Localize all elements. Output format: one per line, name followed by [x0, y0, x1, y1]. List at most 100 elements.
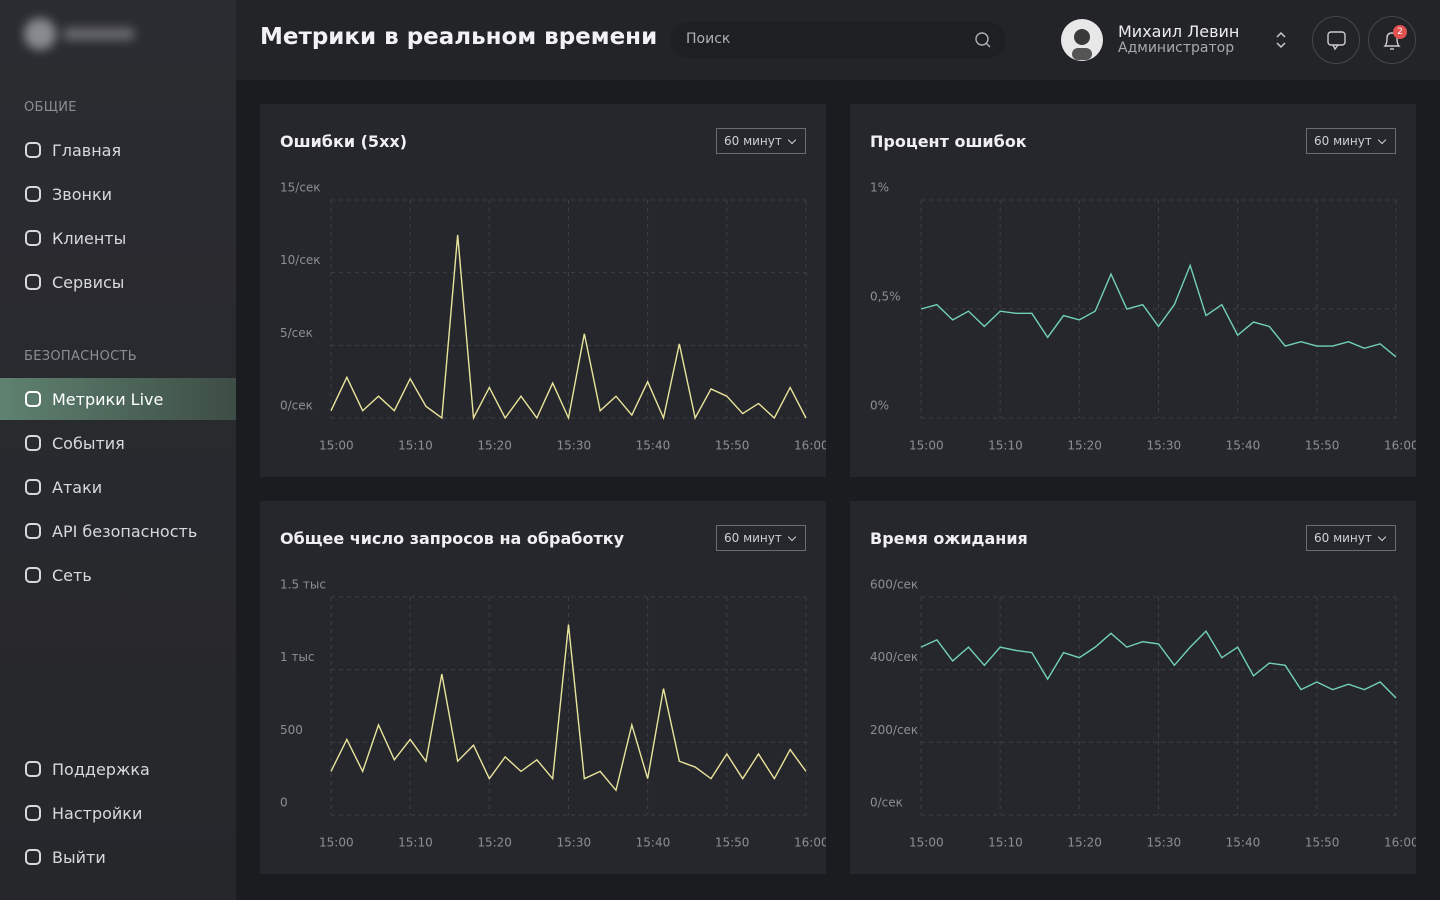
sidebar: ОБЩИЕГлавнаяЗвонкиКлиентыСервисыБЕЗОПАСН… — [0, 0, 236, 900]
chart-title: Ошибки (5xx) — [280, 132, 407, 151]
nav-label: Звонки — [52, 185, 112, 204]
x-tick-label: 15:20 — [477, 836, 512, 850]
nav-label: Сеть — [52, 566, 92, 585]
search-icon — [974, 31, 992, 49]
x-tick-label: 15:10 — [988, 836, 1023, 850]
y-tick-label: 0% — [870, 399, 889, 413]
user-name: Михаил Левин — [1118, 22, 1239, 41]
x-tick-label: 15:20 — [1067, 836, 1102, 850]
nav-item[interactable]: Сервисы — [0, 261, 236, 303]
nav-item[interactable]: API безопасность — [0, 510, 236, 552]
nav-label: Сервисы — [52, 273, 124, 292]
bell-icon — [1369, 17, 1415, 63]
y-tick-label: 500 — [280, 723, 303, 737]
icon-shape — [26, 275, 40, 289]
chart: 0%0,5%1%15:0015:1015:2015:3015:4015:5016… — [850, 104, 1416, 477]
x-tick-label: 15:40 — [636, 439, 671, 453]
y-tick-label: 600/сек — [870, 578, 918, 592]
x-tick-label: 16:00 — [1384, 836, 1416, 850]
y-tick-label: 15/сек — [280, 181, 321, 195]
period-select[interactable]: 60 минут — [1306, 525, 1396, 551]
x-tick-label: 16:00 — [1384, 439, 1416, 453]
user-role: Администратор — [1118, 40, 1234, 56]
chart-card: 0/сек5/сек10/сек15/сек15:0015:1015:2015:… — [260, 104, 826, 477]
nav-icon — [24, 848, 42, 866]
x-tick-label: 15:50 — [1305, 836, 1340, 850]
nav-item[interactable]: События — [0, 422, 236, 464]
avatar[interactable] — [1060, 18, 1104, 62]
icon-shape — [26, 480, 40, 494]
logo — [20, 14, 140, 54]
nav-label: События — [52, 434, 125, 453]
period-select[interactable]: 60 минут — [1306, 128, 1396, 154]
x-tick-label: 15:50 — [715, 836, 750, 850]
search-input[interactable]: Поиск — [670, 22, 1006, 58]
nav-label: Настройки — [52, 804, 142, 823]
icon-shape — [26, 231, 40, 245]
icon-shape — [26, 850, 40, 864]
x-tick-label: 15:30 — [1147, 836, 1182, 850]
chart-card: 0/сек200/сек400/сек600/сек15:0015:1015:2… — [850, 501, 1416, 874]
y-tick-label: 1 тыс — [280, 650, 315, 664]
nav-icon — [24, 273, 42, 291]
nav-label: API безопасность — [52, 522, 197, 541]
data-line — [921, 265, 1396, 357]
nav-item[interactable]: Звонки — [0, 173, 236, 215]
nav-item[interactable]: Метрики Live — [0, 378, 236, 420]
x-tick-label: 15:20 — [1067, 439, 1102, 453]
nav-item[interactable]: Атаки — [0, 466, 236, 508]
nav-item[interactable]: Главная — [0, 129, 236, 171]
x-tick-label: 15:00 — [909, 439, 944, 453]
nav-label: Клиенты — [52, 229, 126, 248]
x-tick-label: 16:00 — [794, 836, 826, 850]
chart-card: 0%0,5%1%15:0015:1015:2015:3015:4015:5016… — [850, 104, 1416, 477]
chart-title: Процент ошибок — [870, 132, 1027, 151]
icon-shape — [26, 568, 40, 582]
nav-label: Метрики Live — [52, 390, 163, 409]
user-menu-toggle[interactable] — [1274, 28, 1288, 52]
y-tick-label: 1.5 тыс — [280, 578, 326, 592]
nav-item[interactable]: Клиенты — [0, 217, 236, 259]
x-tick-label: 15:50 — [1305, 439, 1340, 453]
nav-label: Выйти — [52, 848, 106, 867]
x-tick-label: 15:10 — [398, 439, 433, 453]
chart: 05001 тыс1.5 тыс15:0015:1015:2015:3015:4… — [260, 501, 826, 874]
icon-shape — [26, 524, 40, 538]
nav-label: Атаки — [52, 478, 102, 497]
nav-item[interactable]: Выйти — [0, 836, 236, 878]
notifications-button[interactable] — [1368, 16, 1416, 64]
nav-item[interactable]: Поддержка — [0, 748, 236, 790]
x-tick-label: 15:10 — [988, 439, 1023, 453]
nav-icon — [24, 141, 42, 159]
nav-icon — [24, 804, 42, 822]
nav-label: Главная — [52, 141, 121, 160]
data-line — [331, 235, 806, 418]
chart: 0/сек200/сек400/сек600/сек15:0015:1015:2… — [850, 501, 1416, 874]
x-tick-label: 15:30 — [1147, 439, 1182, 453]
x-tick-label: 15:30 — [557, 836, 592, 850]
nav-icon — [24, 185, 42, 203]
period-select[interactable]: 60 минут — [716, 525, 806, 551]
x-tick-label: 15:30 — [557, 439, 592, 453]
messages-icon — [1313, 17, 1359, 63]
y-tick-label: 200/сек — [870, 723, 918, 737]
nav-item[interactable]: Настройки — [0, 792, 236, 834]
x-tick-label: 15:00 — [319, 836, 354, 850]
nav-icon — [24, 478, 42, 496]
nav-item[interactable]: Сеть — [0, 554, 236, 596]
messages-button[interactable] — [1312, 16, 1360, 64]
x-tick-label: 15:50 — [715, 439, 750, 453]
y-tick-label: 10/сек — [280, 253, 321, 267]
nav-icon — [24, 760, 42, 778]
y-tick-label: 0 — [280, 796, 288, 810]
page-title: Метрики в реальном времени — [260, 24, 657, 50]
x-tick-label: 15:40 — [1226, 439, 1261, 453]
icon-shape — [26, 436, 40, 450]
chart-card: 05001 тыс1.5 тыс15:0015:1015:2015:3015:4… — [260, 501, 826, 874]
nav-icon — [24, 390, 42, 408]
x-tick-label: 15:00 — [909, 836, 944, 850]
x-tick-label: 15:40 — [636, 836, 671, 850]
period-select[interactable]: 60 минут — [716, 128, 806, 154]
y-tick-label: 0/сек — [870, 796, 903, 810]
